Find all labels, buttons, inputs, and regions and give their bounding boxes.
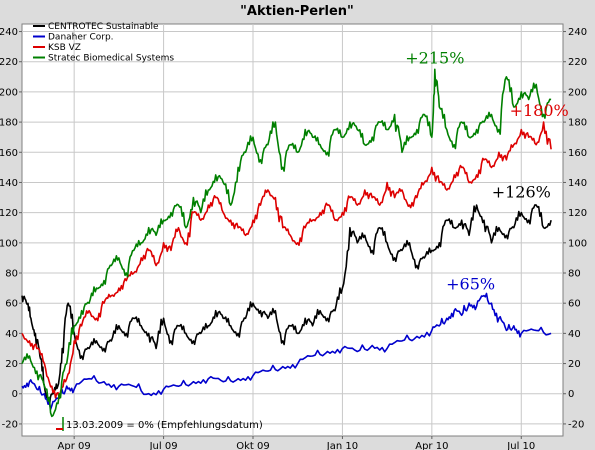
- annotation-label: +215%: [405, 48, 464, 67]
- legend-label: KSB VZ: [48, 43, 81, 53]
- y-tick-label-right: 40: [568, 329, 581, 340]
- legend-label: CENTROTEC Sustainable: [48, 22, 159, 32]
- series-line: [21, 68, 552, 418]
- y-tick-label-left: 220: [0, 57, 18, 68]
- chart-title: "Aktien-Perlen": [240, 4, 354, 19]
- y-tick-label-left: 240: [0, 27, 18, 38]
- reference-note: 13.03.2009 = 0% (Empfehlungsdatum): [56, 417, 263, 431]
- y-tick-label-right: 60: [568, 299, 581, 310]
- y-tick-label-right: 0: [568, 389, 574, 400]
- y-tick-label-right: 20: [568, 359, 581, 370]
- y-tick-label-left: 60: [5, 299, 18, 310]
- y-tick-label-right: 180: [568, 118, 587, 129]
- y-tick-label-left: -20: [2, 419, 18, 430]
- y-tick-label-left: 100: [0, 238, 18, 249]
- series-line: [21, 204, 552, 406]
- x-axis: Apr 09 Jul 09 Okt 09 Jan 10 Apr 10 Jul 10: [58, 436, 535, 450]
- annotation-label: +65%: [446, 275, 495, 294]
- y-tick-label-left: 120: [0, 208, 18, 219]
- series-3: [21, 68, 552, 418]
- y-tick-label-left: 40: [5, 329, 18, 340]
- x-tick-label: Apr 09: [58, 441, 91, 450]
- y-tick-label-right: 100: [568, 238, 587, 249]
- series-layer: [21, 68, 552, 418]
- y-axis-right: -20 0 20 40 60 80 100 120 140 160 180 200 220 240: [563, 27, 587, 430]
- y-tick-label-right: 160: [568, 148, 587, 159]
- series-line: [21, 292, 552, 411]
- annotation-label: +126%: [492, 183, 551, 202]
- y-axis-left: -20 0 20 40 60 80 100 120 140 160 180 200 220 240: [0, 27, 22, 430]
- y-tick-label-right: 240: [568, 27, 587, 38]
- y-tick-label-right: 120: [568, 208, 587, 219]
- y-tick-label-right: -20: [568, 419, 584, 430]
- annotations: +215% +180% +126% +65%: [405, 48, 568, 293]
- reference-note-text: 13.03.2009 = 0% (Empfehlungsdatum): [66, 420, 263, 431]
- y-tick-label-left: 160: [0, 148, 18, 159]
- series-line: [21, 121, 552, 400]
- y-tick-label-right: 80: [568, 269, 581, 280]
- y-tick-label-left: 140: [0, 178, 18, 189]
- legend-label: Stratec Biomedical Systems: [48, 54, 174, 64]
- grid: [22, 24, 563, 436]
- series-1: [21, 292, 552, 411]
- series-0: [21, 204, 552, 406]
- x-tick-label: Okt 09: [236, 441, 270, 450]
- y-tick-label-right: 140: [568, 178, 587, 189]
- y-tick-label-right: 200: [568, 87, 587, 98]
- series-2: [21, 121, 552, 400]
- x-tick-label: Apr 10: [415, 441, 448, 450]
- x-tick-label: Jan 10: [326, 441, 358, 450]
- y-tick-label-left: 200: [0, 87, 18, 98]
- x-tick-label: Jul 10: [506, 441, 535, 450]
- annotation-label: +180%: [510, 101, 569, 120]
- y-tick-label-right: 220: [568, 57, 587, 68]
- y-tick-label-left: 180: [0, 118, 18, 129]
- y-tick-label-left: 20: [5, 359, 18, 370]
- x-tick-label: Jul 09: [149, 441, 178, 450]
- plot-area: [21, 23, 564, 437]
- y-tick-label-left: 80: [5, 269, 18, 280]
- y-tick-label-left: 0: [12, 389, 18, 400]
- legend-label: Danaher Corp.: [48, 33, 114, 43]
